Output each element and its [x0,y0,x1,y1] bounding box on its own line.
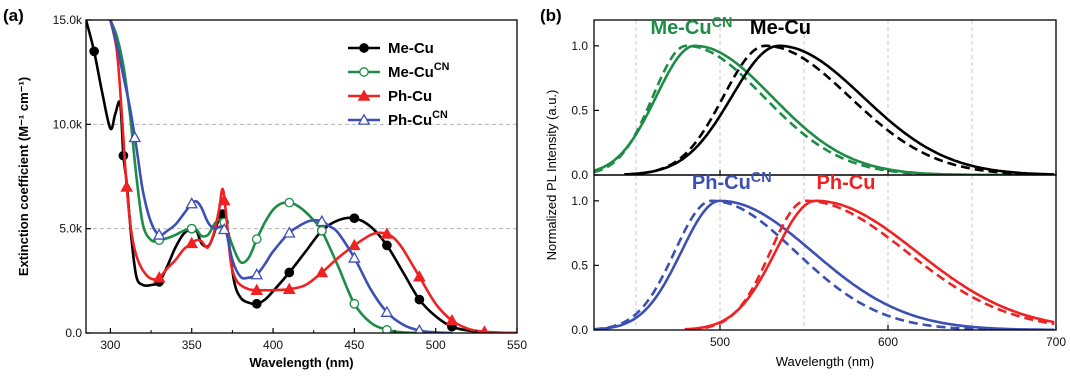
y-tick-label: 0.0 [65,326,82,340]
series-annotation: Ph-CuCN [692,170,772,194]
data-point [251,298,262,309]
x-tick-label: 500 [426,338,446,352]
plot-area [594,44,1055,175]
panel-label-a: (a) [3,6,24,25]
panel-b-emission-chart: 0.0 0.5 1.0 Me-CuCN Me-Cu 0.0 0.5 1.0 Ph-CuCN Ph-… [544,15,1066,369]
data-point [445,313,459,326]
x-tick-label: 300 [100,338,120,352]
legend-marker [357,89,371,101]
y-tick-label: 0.5 [571,258,588,272]
subplot-bottom: 0.0 0.5 1.0 Ph-CuCN Ph-Cu [571,170,1057,337]
x-tick-label: 550 [507,338,527,352]
series-line-dashed [627,44,1055,175]
data-point [89,46,99,57]
data-point [316,225,327,236]
data-point [128,130,142,143]
legend: Me-Cu Me-CuCN Ph-Cu Ph-CuCN [348,40,450,129]
plot-frame [593,174,1057,331]
series-me-cu-cn [109,20,436,333]
plot-area [594,199,1055,330]
data-point [413,270,426,282]
data-point [217,193,231,206]
legend-label: Ph-Cu [388,88,432,105]
y-tick-label: 5.0k [59,222,83,236]
x-tick-label: 350 [182,338,202,352]
data-point [349,213,360,224]
x-tick-label: 600 [878,335,898,349]
data-point [382,240,392,251]
x-tick-label: 700 [1046,335,1066,349]
y-tick-label: 0.0 [571,323,588,337]
series-line-solid [624,44,1055,175]
subplot-top: 0.0 0.5 1.0 Me-CuCN Me-Cu [571,15,1057,182]
y-tick-label: 15.0k [53,13,83,27]
data-point [185,236,199,249]
legend-item: Ph-Cu [348,88,432,105]
legend-label: Me-Cu [388,40,434,57]
y-tick-label: 1.0 [571,39,588,53]
data-point [348,251,361,263]
y-axis-title: Extinction coefficient (M⁻¹ cm⁻¹) [16,77,31,276]
legend-label: Me-CuCN [388,61,450,81]
series-annotation: Me-CuCN [650,15,732,39]
legend-marker [359,67,369,77]
data-point [284,267,295,278]
series-annotation: Me-Cu [750,17,811,39]
data-point [282,226,296,238]
data-point [120,180,133,192]
plot-frame [593,19,1057,176]
x-tick-label: 450 [344,338,364,352]
legend-marker [359,43,369,53]
panel-label-b: (b) [540,6,562,25]
data-point [414,323,425,333]
panel-a-absorption-chart: 300 350 400 450 500 550 0.0 5.0k 10.0k 15.0k Wavel… [16,13,527,370]
data-point [315,265,329,278]
y-tick-label: 0.0 [571,168,588,182]
data-point [186,223,197,234]
plot-frame [85,19,518,334]
data-point [217,222,231,235]
data-point [152,228,166,240]
x-axis-title: Wavelength (nm) [249,355,353,370]
series-line [109,20,436,333]
x-tick-label: 400 [263,338,283,352]
series-ph-cu [109,20,517,333]
series-line-solid [594,199,1055,330]
legend-item: Me-CuCN [348,61,450,81]
legend-marker [357,113,371,125]
y-tick-label: 10.0k [53,117,83,131]
data-point [250,283,264,296]
series-ph-cu-cn [109,20,452,333]
data-point [282,282,296,294]
data-point [480,325,489,333]
y-tick-label: 1.0 [571,194,588,208]
y-axis-title: Normalized PL Intensity (a.u.) [544,90,559,261]
series-line-solid [594,44,1055,175]
data-point [380,305,394,317]
plot-area [86,20,517,333]
data-point [348,238,361,251]
x-axis-title: Wavelength (nm) [776,354,875,369]
data-point [349,298,360,309]
x-tick-label: 500 [710,335,730,349]
data-point [414,294,425,305]
series-line [109,20,517,333]
data-point [152,271,166,283]
y-tick-label: 0.5 [571,103,588,117]
series-line-dashed [594,44,1055,175]
data-point [380,227,394,239]
data-point [382,325,392,333]
series-annotation: Ph-Cu [817,172,876,194]
legend-item: Ph-CuCN [348,109,448,129]
legend-label: Ph-CuCN [388,109,448,129]
data-point [284,197,295,208]
legend-item: Me-Cu [348,40,434,57]
data-point [315,214,329,227]
data-point [250,268,264,280]
data-point [251,234,262,244]
data-point [185,197,199,209]
series-line-dashed [594,199,1055,330]
series-line-dashed [691,199,1055,330]
